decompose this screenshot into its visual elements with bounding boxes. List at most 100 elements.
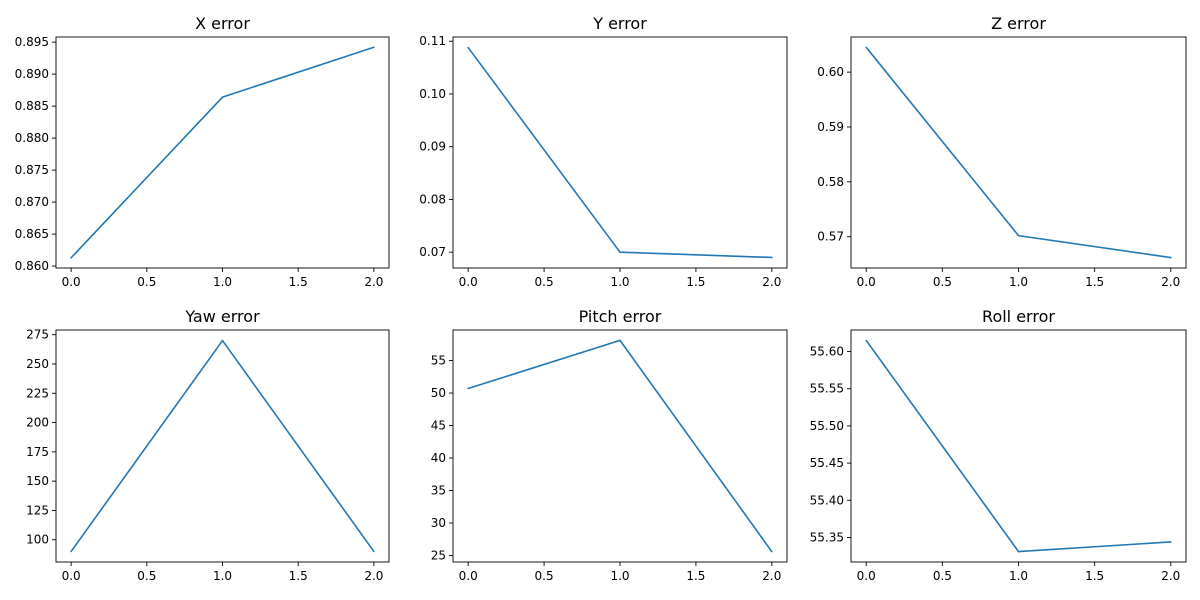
y-tick-label: 50 (431, 386, 446, 400)
x-tick-label: 1.5 (1085, 275, 1104, 289)
y-tick-label: 0.10 (419, 87, 446, 101)
x-tick-label: 1.0 (610, 569, 629, 583)
subplot-title: Yaw error (184, 307, 260, 326)
y-tick-label: 55.45 (810, 456, 844, 470)
y-tick-label: 0.58 (817, 175, 844, 189)
y-tick-label: 35 (431, 484, 446, 498)
subplot-2: Y error 0.0 0.5 1.0 1.5 2.0 0.07 0.08 0.09 0.10 0.… (419, 14, 788, 289)
y-tick-label: 200 (26, 416, 49, 430)
x-tick-label: 2.0 (1161, 275, 1180, 289)
subplot-6: Roll error 0.0 0.5 1.0 1.5 2.0 55.35 55.40 55.45… (810, 307, 1187, 583)
data-point (1017, 550, 1020, 553)
x-tick-label: 0.0 (62, 275, 81, 289)
x-tick-label: 1.0 (213, 275, 232, 289)
y-tick-label: 0.860 (15, 259, 49, 273)
y-tick-label: 30 (431, 516, 446, 530)
y-tick-label: 55.50 (810, 419, 844, 433)
subplot-title: Roll error (982, 307, 1055, 326)
y-tick-label: 0.870 (15, 195, 49, 209)
x-tick-label: 1.5 (686, 569, 705, 583)
x-tick-label: 1.5 (289, 569, 308, 583)
y-tick-label: 25 (431, 549, 446, 563)
plot-area (452, 36, 788, 269)
y-tick-label: 45 (431, 419, 446, 433)
data-point (1169, 541, 1172, 543)
data-point (1169, 256, 1172, 259)
x-tick-label: 1.0 (1009, 275, 1028, 289)
data-point (771, 550, 773, 553)
y-tick-label: 0.59 (817, 120, 844, 134)
subplot-1: X error 0.0 0.5 1.0 1.5 2.0 0.860 0.865 0.870 0.8… (15, 14, 390, 289)
y-tick-label: 250 (26, 357, 49, 371)
x-tick-label: 1.0 (1009, 569, 1028, 583)
y-tick-label: 55 (431, 354, 446, 368)
x-tick-label: 0.0 (62, 569, 81, 583)
plot-area (452, 329, 788, 563)
subplot-3: Z error 0.0 0.5 1.0 1.5 2.0 0.57 0.58 0.59 0.60 (817, 14, 1187, 289)
y-tick-label: 0.890 (15, 67, 49, 81)
x-tick-label: 1.5 (686, 275, 705, 289)
data-point (1017, 234, 1020, 237)
y-tick-label: 150 (26, 474, 49, 488)
x-tick-label: 0.5 (137, 275, 156, 289)
subplot-title: Z error (991, 14, 1046, 33)
y-tick-label: 0.865 (15, 227, 49, 241)
data-point (373, 550, 375, 553)
data-point (467, 46, 469, 49)
data-point (373, 46, 375, 49)
y-tick-label: 0.07 (419, 245, 446, 259)
y-tick-label: 0.11 (419, 34, 446, 48)
data-point (865, 339, 868, 342)
y-tick-label: 55.35 (810, 530, 844, 544)
subplot-title: Pitch error (579, 307, 662, 326)
subplot-4: Yaw error 0.0 0.5 1.0 1.5 2.0 100 125 150 175 200 2… (26, 307, 390, 583)
y-tick-label: 0.885 (15, 99, 49, 113)
x-tick-label: 0.5 (933, 569, 952, 583)
y-tick-label: 0.08 (419, 192, 446, 206)
x-tick-label: 0.5 (535, 275, 554, 289)
data-point (221, 96, 224, 98)
y-tick-label: 125 (26, 503, 49, 517)
y-tick-label: 275 (26, 328, 49, 342)
x-tick-label: 2.0 (364, 275, 383, 289)
y-tick-label: 225 (26, 386, 49, 400)
y-tick-label: 0.875 (15, 163, 49, 177)
y-tick-label: 55.55 (810, 382, 844, 396)
x-tick-label: 2.0 (364, 569, 383, 583)
plot-area (55, 36, 390, 269)
x-tick-label: 0.0 (459, 275, 478, 289)
data-point (70, 256, 72, 259)
plot-area (850, 329, 1187, 563)
data-point (467, 387, 469, 390)
data-point (771, 256, 773, 259)
x-tick-label: 0.5 (933, 275, 952, 289)
x-tick-label: 0.5 (137, 569, 156, 583)
x-tick-label: 1.5 (1085, 569, 1104, 583)
data-point (619, 251, 621, 253)
x-tick-label: 1.0 (610, 275, 629, 289)
y-tick-label: 0.09 (419, 140, 446, 154)
x-tick-label: 0.0 (459, 569, 478, 583)
data-point (221, 339, 224, 342)
x-tick-label: 2.0 (1161, 569, 1180, 583)
subplot-5: Pitch error 0.0 0.5 1.0 1.5 2.0 25 30 35 40 45 50 55 (431, 307, 788, 583)
x-tick-label: 1.5 (289, 275, 308, 289)
y-tick-label: 0.895 (15, 35, 49, 49)
x-tick-label: 0.0 (857, 569, 876, 583)
x-tick-label: 1.0 (213, 569, 232, 583)
y-tick-label: 0.880 (15, 131, 49, 145)
x-tick-label: 0.5 (535, 569, 554, 583)
x-tick-label: 2.0 (762, 275, 781, 289)
data-point (619, 339, 621, 342)
x-tick-label: 2.0 (762, 569, 781, 583)
subplot-title: X error (195, 14, 250, 33)
data-point (70, 550, 72, 553)
y-tick-label: 0.60 (817, 65, 844, 79)
data-point (865, 46, 868, 49)
plot-area (55, 329, 390, 563)
subplot-title: Y error (592, 14, 647, 33)
y-tick-label: 0.57 (817, 230, 844, 244)
y-tick-label: 40 (431, 451, 446, 465)
y-tick-label: 100 (26, 533, 49, 547)
